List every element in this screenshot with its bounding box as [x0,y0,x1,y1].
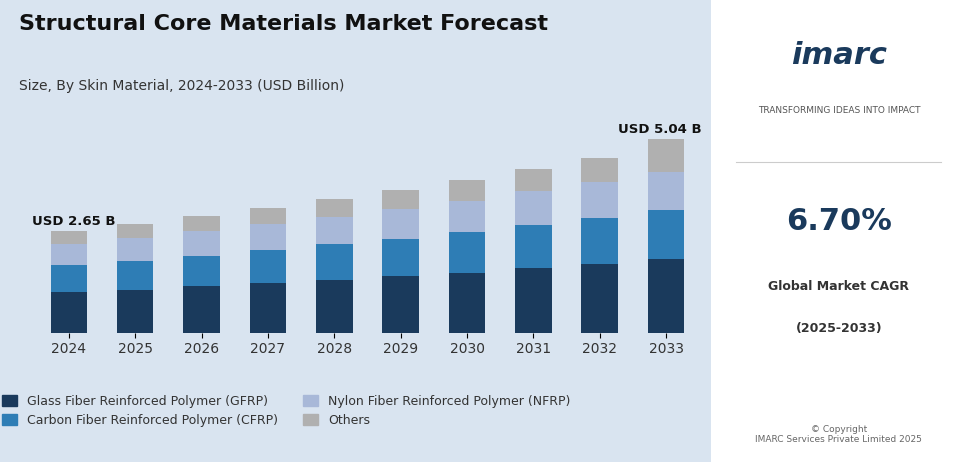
Bar [50,231,87,244]
Bar [648,172,685,210]
Bar [50,265,87,292]
Text: USD 2.65 B: USD 2.65 B [32,214,116,227]
Text: USD 5.04 B: USD 5.04 B [618,122,701,135]
Text: TRANSFORMING IDEAS INTO IMPACT: TRANSFORMING IDEAS INTO IMPACT [757,106,921,116]
Bar [515,170,551,191]
Bar [382,190,419,209]
Bar [648,260,685,333]
Bar [117,224,154,238]
Bar [50,244,87,265]
Bar [184,231,220,255]
Text: Size, By Skin Material, 2024-2033 (USD Billion): Size, By Skin Material, 2024-2033 (USD B… [19,79,344,92]
Bar [117,261,154,290]
Bar [249,208,286,225]
Bar [382,276,419,333]
Bar [581,264,618,333]
Bar [449,201,485,232]
Text: Structural Core Materials Market Forecast: Structural Core Materials Market Forecas… [19,14,548,34]
Bar [50,292,87,333]
Text: imarc: imarc [791,41,887,70]
Legend: Glass Fiber Reinforced Polymer (GFRP), Carbon Fiber Reinforced Polymer (CFRP), N: Glass Fiber Reinforced Polymer (GFRP), C… [0,390,575,432]
Bar [449,232,485,273]
Bar [184,255,220,286]
Text: © Copyright
IMARC Services Private Limited 2025: © Copyright IMARC Services Private Limit… [755,425,923,444]
Bar [117,290,154,333]
Bar [515,268,551,333]
Bar [581,158,618,182]
Bar [117,238,154,261]
Bar [249,283,286,333]
Bar [184,216,220,231]
Bar [515,225,551,268]
Bar [449,273,485,333]
Bar [249,225,286,250]
Bar [316,217,353,244]
Bar [316,244,353,280]
Bar [515,191,551,225]
Bar [382,239,419,276]
Bar [449,180,485,201]
Text: (2025-2033): (2025-2033) [796,322,882,334]
Bar [648,210,685,260]
Text: 6.70%: 6.70% [786,207,892,236]
Bar [316,280,353,333]
Bar [648,139,685,172]
Bar [581,182,618,218]
Bar [184,286,220,333]
Bar [249,250,286,283]
Bar [316,199,353,217]
Bar [382,209,419,239]
Bar [581,218,618,264]
Text: Global Market CAGR: Global Market CAGR [769,280,909,293]
